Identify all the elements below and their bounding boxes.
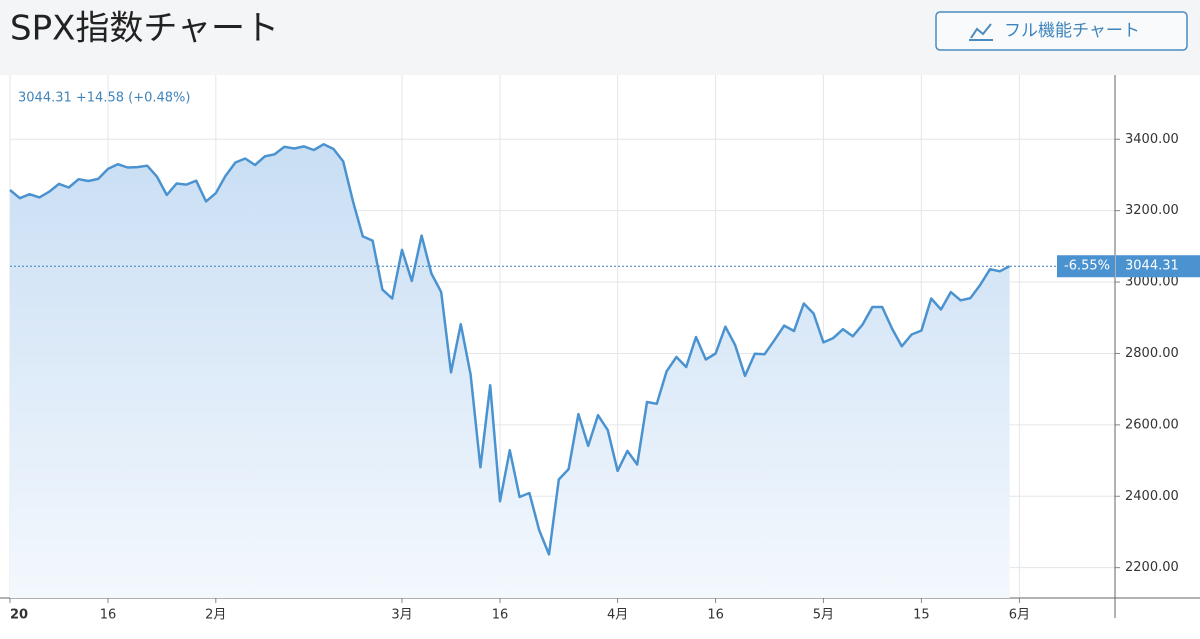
x-tick-label: 6月 xyxy=(1009,608,1030,623)
change-label: -6.55% xyxy=(1064,259,1110,274)
change-badge xyxy=(1057,255,1115,278)
x-tick-label: 2月 xyxy=(205,608,226,623)
x-tick-label: 3月 xyxy=(391,608,412,623)
x-tick-label: 5月 xyxy=(813,608,834,623)
price-line xyxy=(9,143,1011,556)
y-tick-label: 2400.00 xyxy=(1125,489,1179,504)
x-tick-label: 16 xyxy=(100,608,117,623)
y-tick-label: 3000.00 xyxy=(1125,275,1179,290)
x-tick-label: 16 xyxy=(492,608,509,623)
y-tick-label: 3400.00 xyxy=(1125,132,1179,147)
chart-title: SPX指数チャート xyxy=(10,9,279,49)
full-chart-button[interactable] xyxy=(935,11,1188,51)
x-tick-label: 16 xyxy=(707,608,724,623)
area-fill xyxy=(10,144,1010,599)
x-tick-label: 4月 xyxy=(607,608,628,623)
chart-icon xyxy=(969,23,993,41)
quote: 3044.31 +14.58 (+0.48%) xyxy=(18,91,190,106)
price-label: 3044.31 xyxy=(1125,259,1179,274)
y-tick-label: 2800.00 xyxy=(1125,346,1179,361)
x-tick-label: 15 xyxy=(913,608,930,623)
y-tick-label: 2200.00 xyxy=(1125,560,1179,575)
y-tick-label: 3200.00 xyxy=(1125,203,1179,218)
button-label[interactable]: フル機能チャート xyxy=(1004,21,1140,41)
price-badge xyxy=(1116,255,1200,278)
y-tick-label: 2600.00 xyxy=(1125,417,1179,432)
x-tick-label: 20 xyxy=(10,608,28,623)
